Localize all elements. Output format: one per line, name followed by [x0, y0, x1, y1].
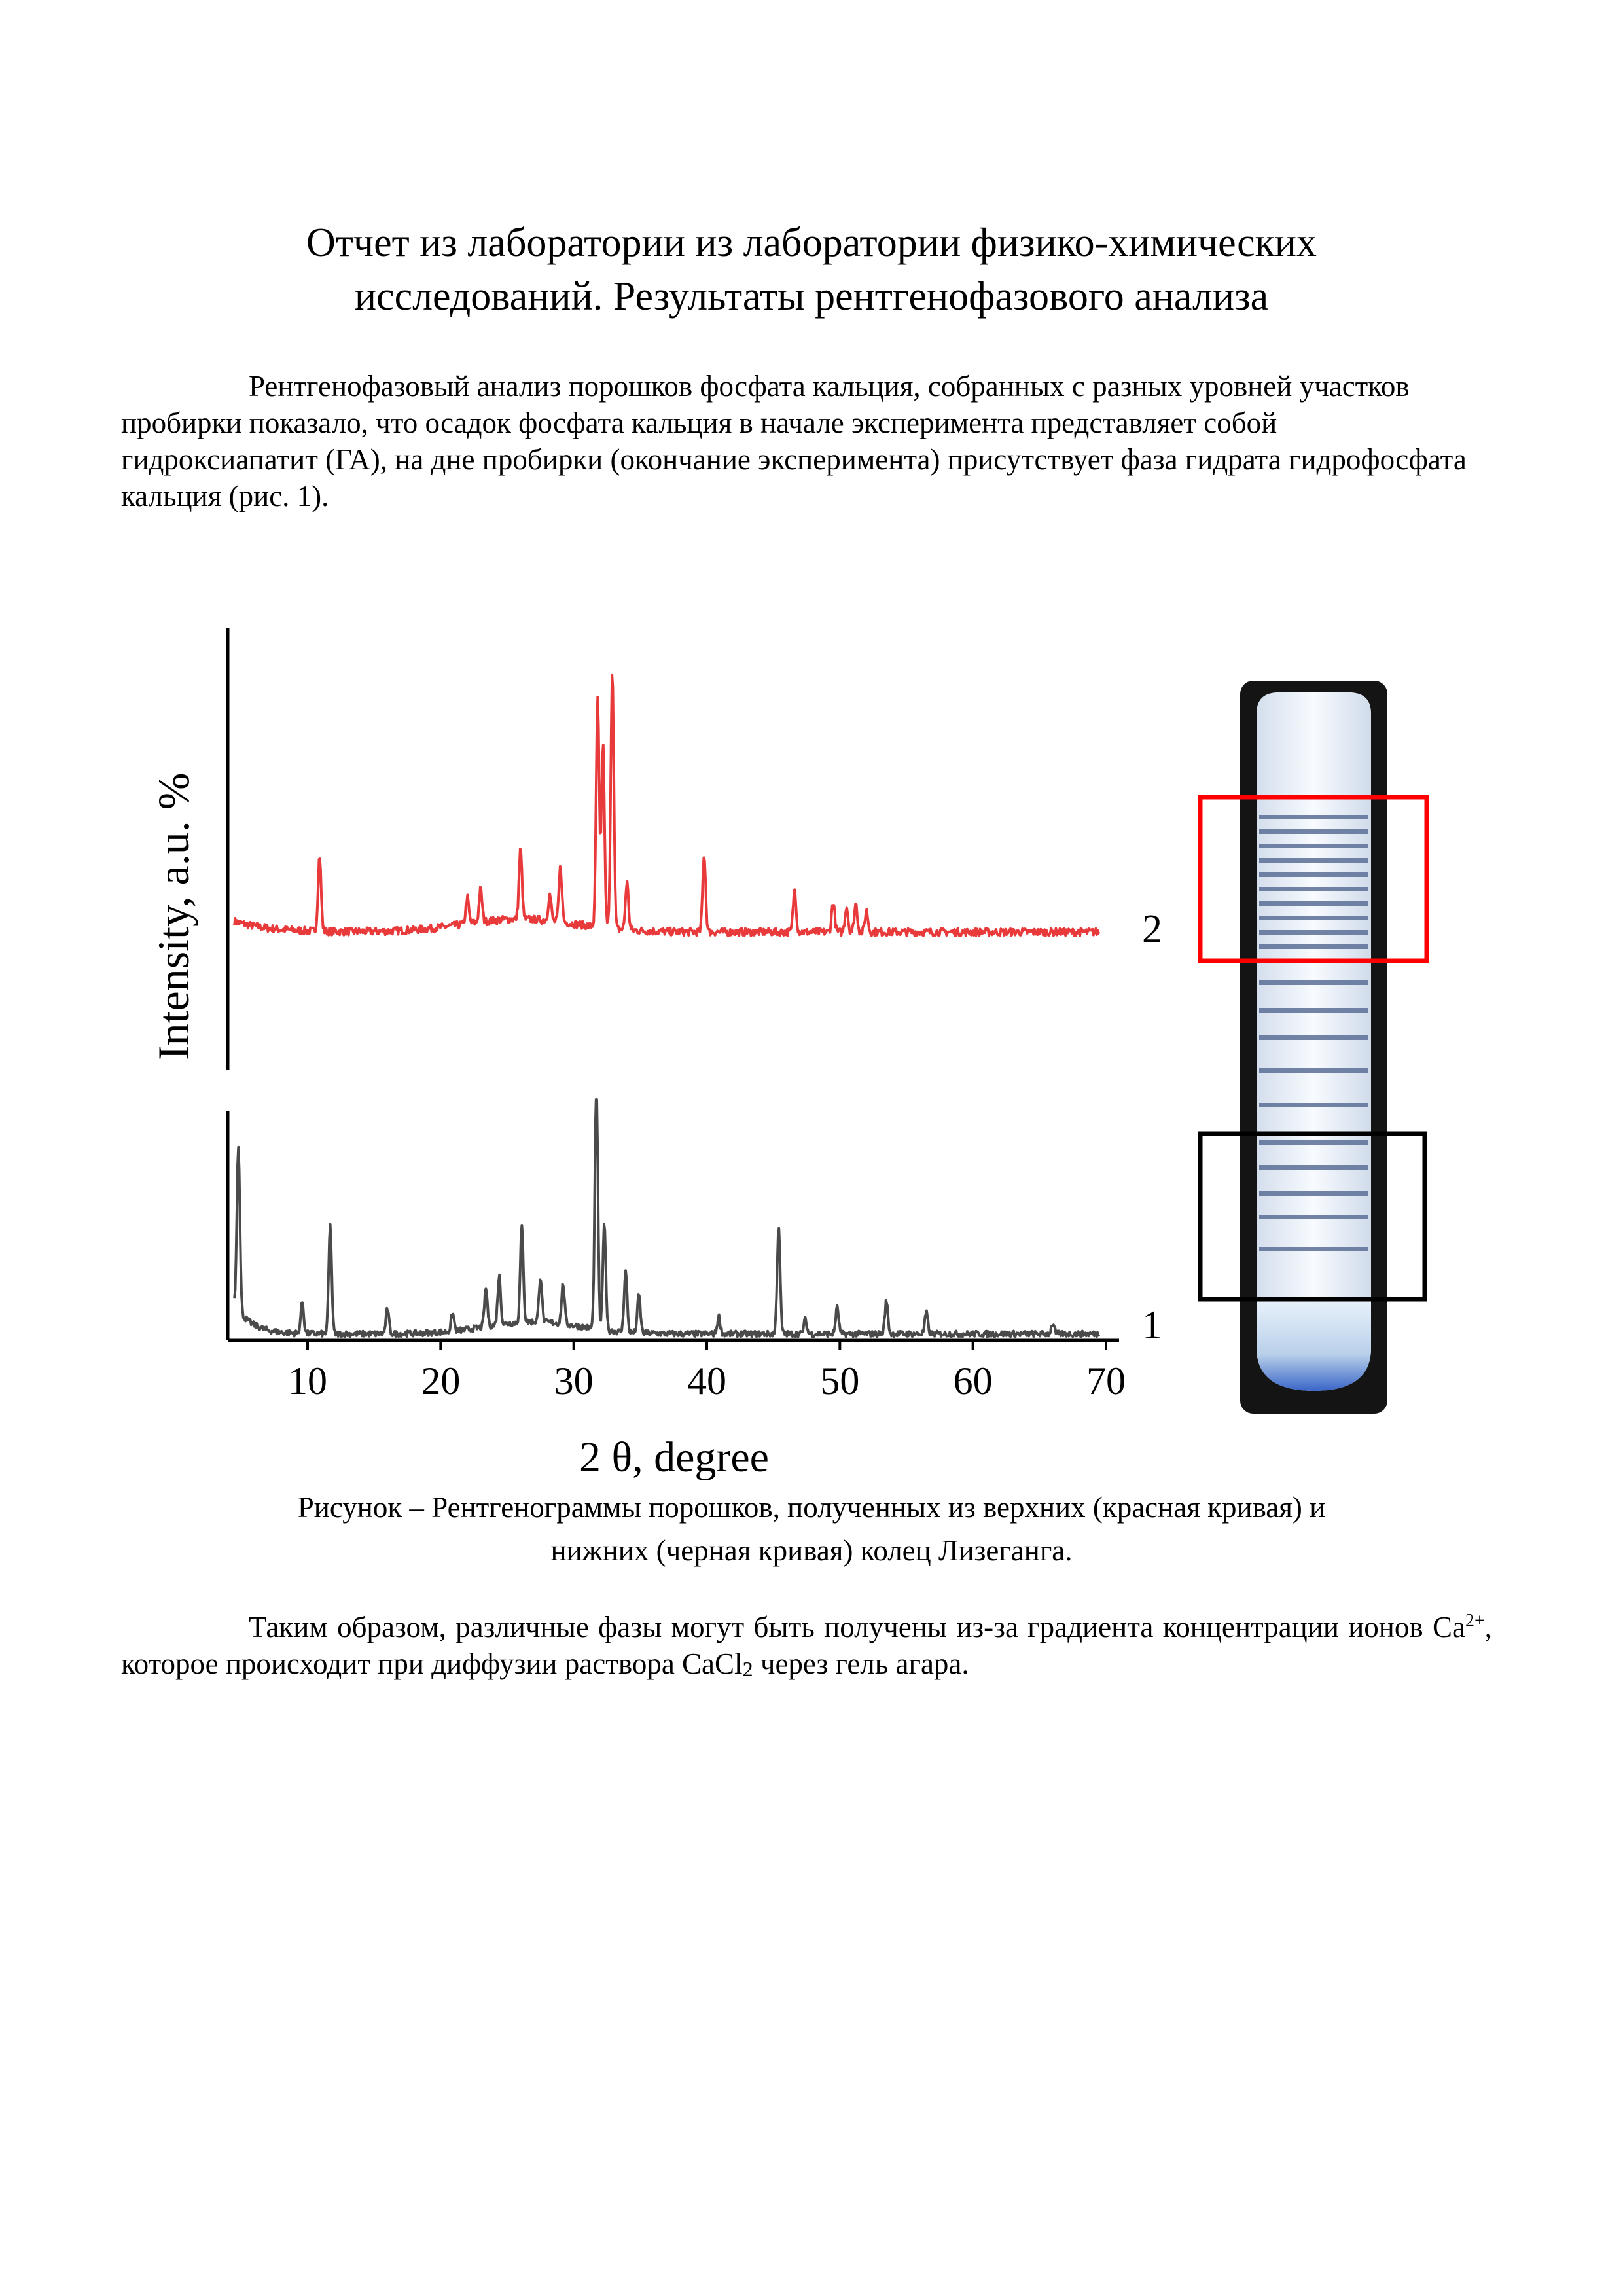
x-ticks: 10 20 30 40 50 60 70 — [288, 1340, 1126, 1403]
x-tick-label: 30 — [554, 1359, 594, 1403]
lower-rings-box — [1198, 1131, 1427, 1302]
test-tube-photo — [1198, 681, 1429, 1414]
intro-text: Рентгенофазовый анализ порошков фосфата … — [121, 370, 1467, 512]
conclusion-text-2: , которое происходит при диффузии раство… — [121, 1611, 1492, 1680]
ion-charge: 2+ — [1465, 1611, 1485, 1631]
liesegang-rings — [1259, 815, 1368, 1251]
liesegang-ring — [1259, 1191, 1368, 1196]
series-1-curve — [233, 1098, 1101, 1338]
liesegang-ring — [1259, 1068, 1368, 1073]
liesegang-ring — [1259, 1140, 1368, 1145]
liesegang-ring — [1259, 980, 1368, 985]
liesegang-ring — [1259, 1247, 1368, 1251]
series-2-curve — [233, 673, 1101, 937]
liesegang-ring — [1259, 858, 1368, 863]
x-axis-label: 2 θ, degree — [579, 1433, 769, 1481]
x-tick-label: 40 — [687, 1359, 726, 1403]
y-axis-label: Intensity, a.u. % — [149, 773, 198, 1060]
liesegang-ring — [1259, 1103, 1368, 1107]
liesegang-ring — [1259, 901, 1368, 906]
xrd-chart: 10 20 30 40 50 60 70 Intensity, a.u. % 2 θ, de… — [149, 628, 1162, 1481]
conclusion-text-3: через гель агара. — [753, 1647, 969, 1680]
upper-rings-box — [1198, 795, 1429, 963]
caption-line-2: нижних (черная кривая) колец Лизеганга. — [550, 1534, 1073, 1567]
title-line-1: Отчет из лаборатории из лаборатории физи… — [306, 221, 1317, 265]
liesegang-ring — [1259, 1215, 1368, 1219]
series-label-upper: 2 — [1142, 907, 1162, 952]
x-tick-label: 20 — [421, 1359, 460, 1403]
liesegang-ring — [1259, 815, 1368, 819]
caption-line-1: Рисунок – Рентгенограммы порошков, получ… — [297, 1491, 1326, 1524]
x-tick-label: 70 — [1086, 1359, 1126, 1403]
liesegang-ring — [1259, 930, 1368, 935]
x-tick-label: 10 — [288, 1359, 327, 1403]
liesegang-ring — [1259, 829, 1368, 834]
conclusion-text-1: Таким образом, различные фазы могут быть… — [249, 1611, 1465, 1643]
liesegang-ring — [1259, 1008, 1368, 1013]
intro-paragraph: Рентгенофазовый анализ порошков фосфата … — [121, 368, 1476, 514]
conclusion-paragraph: Таким образом, различные фазы могут быть… — [121, 1609, 1492, 1682]
page-title: Отчет из лаборатории из лаборатории физи… — [164, 216, 1459, 323]
tube-clear-solution — [1257, 1299, 1371, 1391]
chart-curves — [233, 673, 1101, 1338]
liesegang-ring — [1259, 844, 1368, 848]
liesegang-ring — [1259, 1035, 1368, 1040]
liesegang-ring — [1259, 872, 1368, 877]
liesegang-ring — [1259, 916, 1368, 920]
liesegang-ring — [1259, 1165, 1368, 1170]
series-label-lower: 1 — [1142, 1303, 1162, 1348]
figure: 10 20 30 40 50 60 70 Intensity, a.u. % 2 θ, de… — [0, 589, 1623, 1505]
chloride-subscript: 2 — [742, 1657, 753, 1681]
liesegang-ring — [1259, 944, 1368, 949]
figure-caption: Рисунок – Рентгенограммы порошков, получ… — [121, 1486, 1502, 1572]
x-tick-label: 60 — [954, 1359, 993, 1403]
chart-axes — [226, 628, 1119, 1342]
title-line-2: исследований. Результаты рентгенофазовог… — [354, 274, 1269, 319]
liesegang-ring — [1259, 887, 1368, 891]
x-tick-label: 50 — [820, 1359, 859, 1403]
